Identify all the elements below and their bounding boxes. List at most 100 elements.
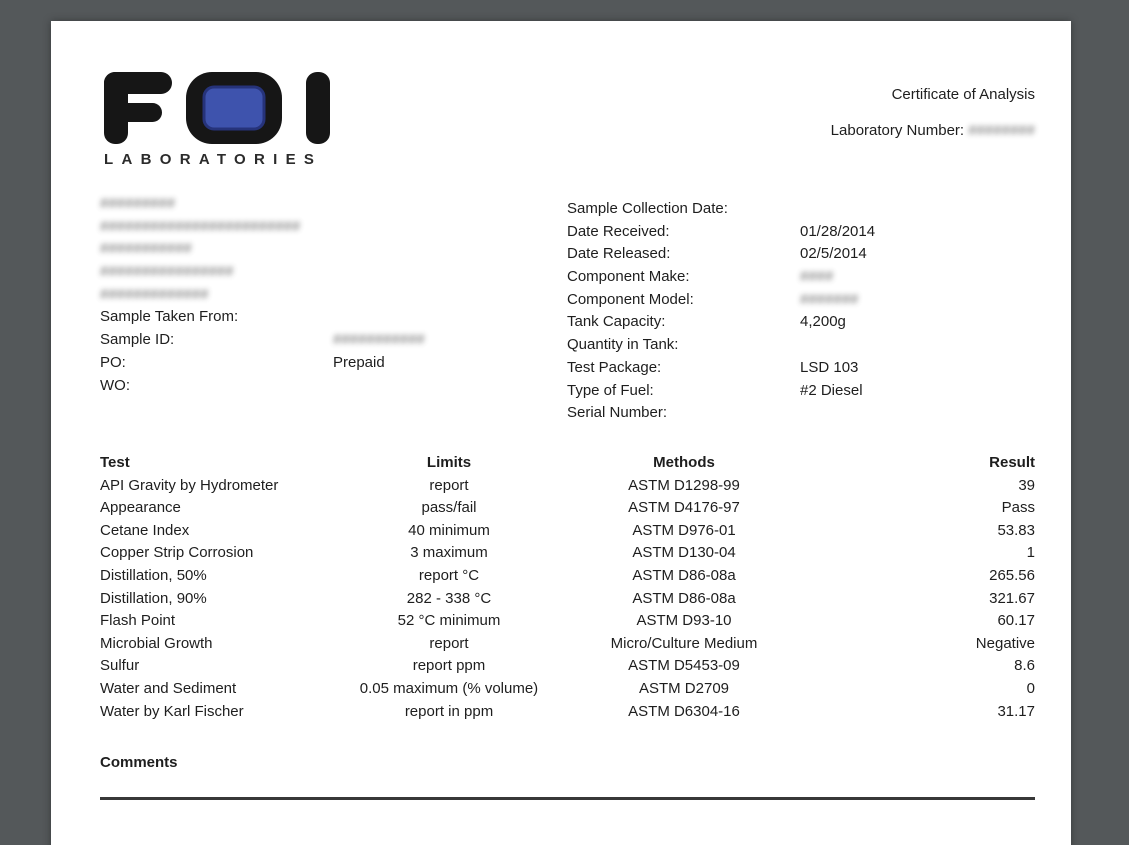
field-label: Serial Number: — [567, 404, 668, 422]
cell-limits: report °C — [418, 566, 480, 584]
cell-test: API Gravity by Hydrometer — [100, 476, 279, 494]
field-value: 02/5/2014 — [800, 245, 867, 263]
field-value-redacted: ########### — [333, 331, 425, 349]
cell-methods: Micro/Culture Medium — [610, 634, 758, 652]
field-label: Component Make: — [567, 268, 690, 286]
field-value: 01/28/2014 — [800, 222, 876, 240]
comments-rule — [100, 797, 1035, 800]
cell-test: Cetane Index — [100, 521, 190, 539]
cell-methods: ASTM D6304-16 — [628, 702, 740, 720]
cell-methods: ASTM D86-08a — [632, 589, 736, 607]
sample-info-block: Sample Collection Date: Date Received: 0… — [567, 200, 875, 427]
cell-test: Water by Karl Fischer — [100, 702, 244, 720]
laboratory-number-value-redacted: ######## — [968, 122, 1035, 139]
laboratory-number-label: Laboratory Number: — [830, 122, 965, 139]
logo-laboratories-text: LABORATORIES — [104, 151, 323, 168]
field-label: Sample Taken From: — [100, 308, 239, 326]
field-label: Date Released: — [567, 245, 671, 263]
info-row-sample-collection-date: Sample Collection Date: — [567, 200, 728, 223]
field-value-redacted: ####### — [800, 290, 859, 308]
cell-methods: ASTM D93-10 — [636, 612, 732, 630]
info-row-date-received: Date Received: 01/28/2014 — [567, 222, 875, 246]
cell-methods: ASTM D86-08a — [632, 566, 736, 584]
info-row-component-model: Component Model: ####### — [567, 290, 858, 314]
customer-redacted-line: ########### — [100, 240, 192, 258]
cell-limits: 3 maximum — [410, 544, 488, 562]
customer-info-block: ######### ######################## #####… — [100, 195, 425, 400]
field-label: WO: — [100, 376, 130, 394]
cell-result: 53.83 — [997, 521, 1035, 539]
certificate-page: LABORATORIES Certificate of Analysis Lab… — [51, 21, 1071, 845]
certificate-title: Certificate of Analysis — [891, 86, 1035, 103]
table-row: Appearance pass/fail ASTM D4176-97 Pass — [100, 497, 1035, 520]
field-label: Date Received: — [567, 222, 670, 240]
cell-limits: report — [429, 634, 469, 652]
field-label: Sample Collection Date: — [567, 200, 728, 217]
field-value: LSD 103 — [800, 358, 859, 376]
column-header-limits: Limits — [426, 454, 472, 471]
info-row-serial-number: Serial Number: — [567, 404, 728, 427]
cell-methods: ASTM D5453-09 — [628, 657, 740, 675]
foi-logo: LABORATORIES — [104, 72, 330, 168]
table-row: Water by Karl Fischer report in ppm ASTM… — [100, 701, 1035, 724]
info-row-tank-capacity: Tank Capacity: 4,200g — [567, 313, 846, 336]
customer-redacted-line: ################ — [100, 263, 234, 281]
cell-test: Flash Point — [100, 612, 176, 630]
cell-result: 1 — [1026, 544, 1035, 562]
field-label: Test Package: — [567, 358, 662, 376]
field-label: Quantity in Tank: — [567, 336, 679, 354]
customer-redacted-line: ######### — [100, 195, 176, 212]
info-row-wo: WO: — [100, 377, 300, 400]
info-row-type-of-fuel: Type of Fuel: #2 Diesel — [567, 381, 863, 405]
column-header-test: Test — [100, 454, 130, 471]
table-row: Water and Sediment 0.05 maximum (% volum… — [100, 678, 1035, 701]
cell-test: Water and Sediment — [100, 679, 237, 697]
customer-redacted-line: ############# — [100, 285, 209, 303]
cell-methods: ASTM D2709 — [638, 679, 730, 697]
table-row: Flash Point 52 °C minimum ASTM D93-10 60… — [100, 610, 1035, 633]
cell-test: Copper Strip Corrosion — [100, 544, 254, 562]
cell-result: Pass — [1001, 499, 1035, 517]
cell-limits: 52 °C minimum — [397, 612, 501, 630]
info-row-date-released: Date Released: 02/5/2014 — [567, 245, 867, 268]
foi-logo-mark — [104, 72, 330, 144]
field-label: Tank Capacity: — [567, 313, 666, 331]
info-row-sample-id: Sample ID: ########### — [100, 331, 425, 354]
info-row-quantity-in-tank: Quantity in Tank: — [567, 336, 728, 359]
cell-methods: ASTM D976-01 — [632, 521, 736, 539]
cell-limits: 40 minimum — [408, 521, 490, 539]
cell-methods: ASTM D4176-97 — [628, 499, 740, 517]
field-label: Component Model: — [567, 290, 694, 308]
cell-limits: 282 - 338 °C — [406, 589, 492, 607]
cell-result: Negative — [975, 634, 1035, 652]
info-row-test-package: Test Package: LSD 103 — [567, 358, 858, 382]
laboratory-number-line: Laboratory Number: ######## — [831, 122, 1035, 139]
table-row: Cetane Index 40 minimum ASTM D976-01 53.… — [100, 520, 1035, 543]
cell-result: 321.67 — [989, 589, 1035, 607]
comments-heading: Comments — [100, 754, 178, 771]
cell-limits: 0.05 maximum (% volume) — [359, 679, 539, 697]
field-value-redacted: #### — [800, 268, 834, 286]
info-row-sample-taken-from: Sample Taken From: — [100, 308, 300, 331]
cell-result: 265.56 — [989, 566, 1035, 584]
field-value: Prepaid — [333, 353, 385, 371]
column-header-methods: Methods — [653, 454, 715, 471]
field-label: Type of Fuel: — [567, 381, 654, 399]
cell-test: Distillation, 90% — [100, 589, 207, 607]
field-label: PO: — [100, 353, 126, 371]
cell-result: 31.17 — [997, 702, 1035, 720]
column-header-result: Result — [989, 454, 1035, 471]
field-value: 4,200g — [800, 313, 846, 331]
results-table: Test Limits Methods Result API Gravity b… — [100, 452, 1035, 723]
cell-limits: report in ppm — [404, 702, 494, 720]
field-label: Sample ID: — [100, 331, 175, 349]
cell-result: 8.6 — [1014, 657, 1035, 675]
logo-o-blue-mark — [202, 85, 266, 131]
cell-test: Appearance — [100, 499, 181, 517]
cell-limits: report ppm — [412, 657, 486, 675]
table-row: API Gravity by Hydrometer report ASTM D1… — [100, 475, 1035, 498]
table-row: Copper Strip Corrosion 3 maximum ASTM D1… — [100, 542, 1035, 565]
table-row: Distillation, 90% 282 - 338 °C ASTM D86-… — [100, 588, 1035, 611]
customer-redacted-line: ######################## — [100, 217, 301, 235]
